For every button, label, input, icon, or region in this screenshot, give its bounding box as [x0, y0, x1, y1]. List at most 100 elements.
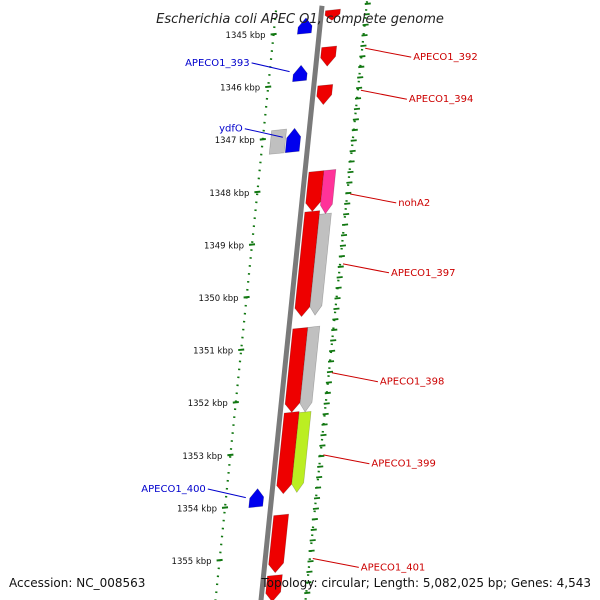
- outer-minor-tick: [364, 2, 371, 5]
- backbone-layer: [258, 5, 325, 600]
- reverse-label-leader: [244, 128, 283, 138]
- feature-arrow: [309, 212, 332, 316]
- forward-label-leader: [360, 89, 407, 100]
- outer-minor-tick: [359, 55, 366, 58]
- outer-minor-tick: [313, 497, 321, 500]
- outer-minor-tick: [307, 560, 314, 563]
- outer-minor-tick: [321, 423, 328, 426]
- inner-dotted-guide: [214, 10, 278, 600]
- forward-gene-arrow: [276, 411, 300, 495]
- outer-minor-tick: [361, 34, 368, 37]
- pseudo-gene-block: [268, 128, 287, 155]
- outer-minor-tick: [324, 391, 331, 395]
- outer-minor-tick: [310, 528, 317, 531]
- reverse-label-leader: [207, 488, 246, 499]
- outer-minor-tick: [340, 234, 348, 237]
- feature-arrow: [291, 411, 312, 493]
- forward-label-leader: [342, 263, 390, 274]
- kbp-tick: [265, 85, 272, 89]
- outer-minor-tick: [319, 444, 326, 447]
- topology-text: Topology: circular; Length: 5,082,025 bp…: [260, 576, 591, 590]
- forward-gene-arrow: [324, 8, 341, 21]
- reverse-gene-label: APECO1_400: [141, 484, 206, 495]
- outer-minor-tick: [314, 486, 322, 489]
- outer-minor-tick: [345, 191, 352, 195]
- reverse-gene-arrow: [284, 127, 302, 154]
- forward-gene-label: APECO1_394: [409, 94, 474, 105]
- outer-minor-tick: [309, 539, 316, 542]
- outer-minor-tick: [338, 255, 345, 258]
- outer-minor-tick: [353, 107, 361, 111]
- map-title: Escherichia coli APEC O1, complete genom…: [156, 12, 444, 27]
- reverse-gene-label: APECO1_393: [185, 58, 250, 69]
- outer-minor-tick: [341, 223, 349, 226]
- outer-minor-tick: [316, 475, 323, 479]
- outer-minor-tick: [317, 465, 324, 468]
- outer-minor-tick: [305, 581, 312, 584]
- outer-minor-tick: [327, 360, 335, 363]
- outer-minor-tick: [349, 149, 356, 153]
- accession-text: Accession: NC_008563: [9, 576, 145, 590]
- forward-gene-arrow: [320, 45, 338, 67]
- outer-minor-tick: [337, 265, 344, 268]
- outer-minor-tick: [363, 13, 370, 16]
- outer-minor-tick: [312, 507, 320, 510]
- forward-label-leader: [312, 558, 359, 568]
- kbp-tick: [248, 243, 256, 246]
- outer-minor-tick: [351, 128, 358, 132]
- forward-gene-arrow: [284, 327, 309, 413]
- forward-label-leader: [365, 47, 412, 58]
- forward-gene-arrow: [294, 210, 321, 318]
- kbp-tick-label: 1354 kbp: [177, 504, 217, 514]
- kbp-tick-label: 1355 kbp: [172, 557, 212, 567]
- forward-gene-label: APECO1_392: [413, 52, 478, 63]
- kbp-tick: [238, 348, 245, 352]
- kbp-tick: [254, 190, 261, 194]
- outer-minor-tick: [336, 276, 343, 279]
- outer-minor-tick: [335, 286, 342, 290]
- outer-minor-tick: [334, 297, 341, 300]
- kbp-tick: [216, 558, 223, 562]
- forward-gene-label: APECO1_398: [380, 377, 445, 388]
- feature-arrow: [299, 325, 321, 413]
- kbp-tick-label: 1348 kbp: [209, 189, 249, 199]
- outer-minor-tick: [360, 44, 367, 48]
- gene-label-layer: APECO1_392 APECO1_394 nohA2 APECO1_397 APECO…: [141, 47, 478, 573]
- kbp-tick: [270, 32, 277, 36]
- reverse-gene-arrow: [296, 17, 313, 35]
- outer-minor-tick: [318, 454, 325, 458]
- forward-gene-arrow: [316, 84, 334, 106]
- outer-minor-tick: [325, 381, 332, 384]
- kbp-tick-label: 1345 kbp: [226, 31, 266, 41]
- outer-minor-tick: [333, 307, 340, 311]
- reverse-gene-arrow: [292, 64, 308, 83]
- forward-gene-arrow: [268, 513, 290, 574]
- kbp-tick-label: 1349 kbp: [204, 241, 244, 251]
- outer-minor-tick: [322, 412, 329, 416]
- outer-minor-tick: [311, 518, 318, 521]
- kbp-tick-label: 1347 kbp: [215, 136, 255, 146]
- outer-minor-tick: [352, 118, 359, 121]
- genome-backbone: [258, 5, 325, 600]
- reverse-label-leader: [251, 62, 290, 73]
- kbp-tick: [259, 138, 266, 141]
- outer-minor-tick: [329, 349, 336, 353]
- kbp-tick-label: 1350 kbp: [199, 294, 239, 304]
- outer-minor-tick: [350, 139, 357, 142]
- outer-minor-tick: [346, 181, 353, 184]
- outer-minor-tick: [304, 591, 311, 595]
- kbp-tick-label: 1346 kbp: [220, 84, 260, 94]
- outer-minor-tick: [323, 402, 330, 405]
- outer-minor-tick: [344, 202, 351, 205]
- forward-label-leader: [350, 193, 397, 204]
- forward-gene-arrow: [305, 170, 325, 212]
- dotted-guide-layer: [214, 1, 371, 600]
- forward-gene-label: APECO1_397: [391, 268, 456, 279]
- kbp-tick: [227, 453, 234, 457]
- outer-minor-tick: [330, 339, 337, 342]
- gene-layer: [248, 8, 341, 600]
- kbp-tick-label: 1352 kbp: [188, 399, 228, 409]
- forward-label-leader: [331, 372, 378, 383]
- forward-gene-label: APECO1_399: [371, 459, 436, 470]
